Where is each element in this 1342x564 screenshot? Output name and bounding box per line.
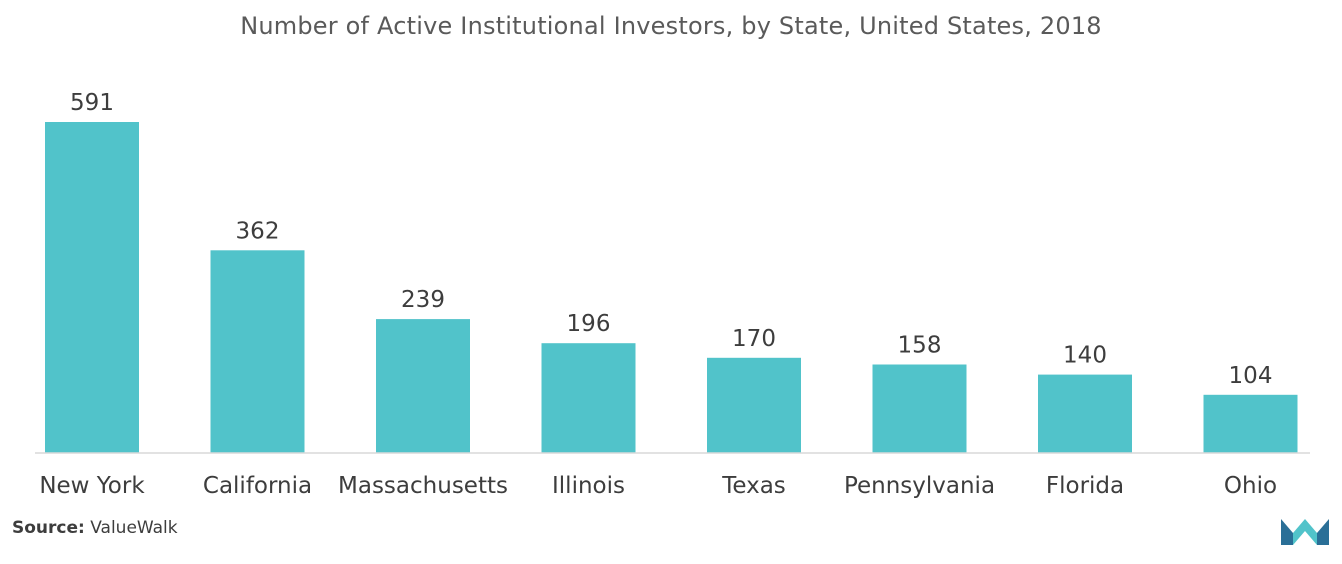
category-label: Illinois	[552, 473, 625, 499]
mordor-intelligence-logo-icon	[1279, 515, 1331, 551]
bar-ohio	[1203, 394, 1298, 453]
source-note: Source: ValueWalk	[12, 518, 178, 538]
data-label: 196	[567, 311, 611, 337]
category-label: Ohio	[1224, 473, 1277, 499]
logo-shape-right	[1317, 519, 1329, 545]
data-label: 362	[236, 218, 280, 244]
category-label: Texas	[721, 473, 786, 499]
data-label: 239	[401, 287, 445, 313]
bar-pennsylvania	[872, 364, 967, 453]
logo-shape-left	[1281, 519, 1293, 545]
bar-illinois	[541, 343, 636, 453]
logo-shape-middle	[1293, 519, 1317, 545]
bar-new-york	[45, 122, 139, 453]
data-label: 140	[1063, 343, 1107, 369]
source-value: ValueWalk	[90, 518, 178, 538]
bar-massachusetts	[376, 319, 470, 453]
category-label: Pennsylvania	[844, 473, 995, 499]
bar-florida	[1038, 374, 1132, 453]
category-label: Massachusetts	[338, 473, 508, 499]
bar-texas	[707, 357, 801, 453]
data-label: 104	[1229, 363, 1273, 389]
source-label: Source:	[12, 518, 85, 538]
data-label: 170	[732, 326, 776, 352]
bars-layer	[45, 122, 1298, 453]
data-label: 158	[898, 333, 942, 359]
category-label: Florida	[1046, 473, 1124, 499]
category-label: New York	[39, 473, 145, 499]
data-label: 591	[70, 90, 114, 116]
chart-title: Number of Active Institutional Investors…	[240, 12, 1102, 40]
category-label: California	[203, 473, 312, 499]
labels-layer: 591 New York 362 California 239 Massachusetts…	[39, 90, 1277, 499]
bar-california	[210, 250, 305, 453]
